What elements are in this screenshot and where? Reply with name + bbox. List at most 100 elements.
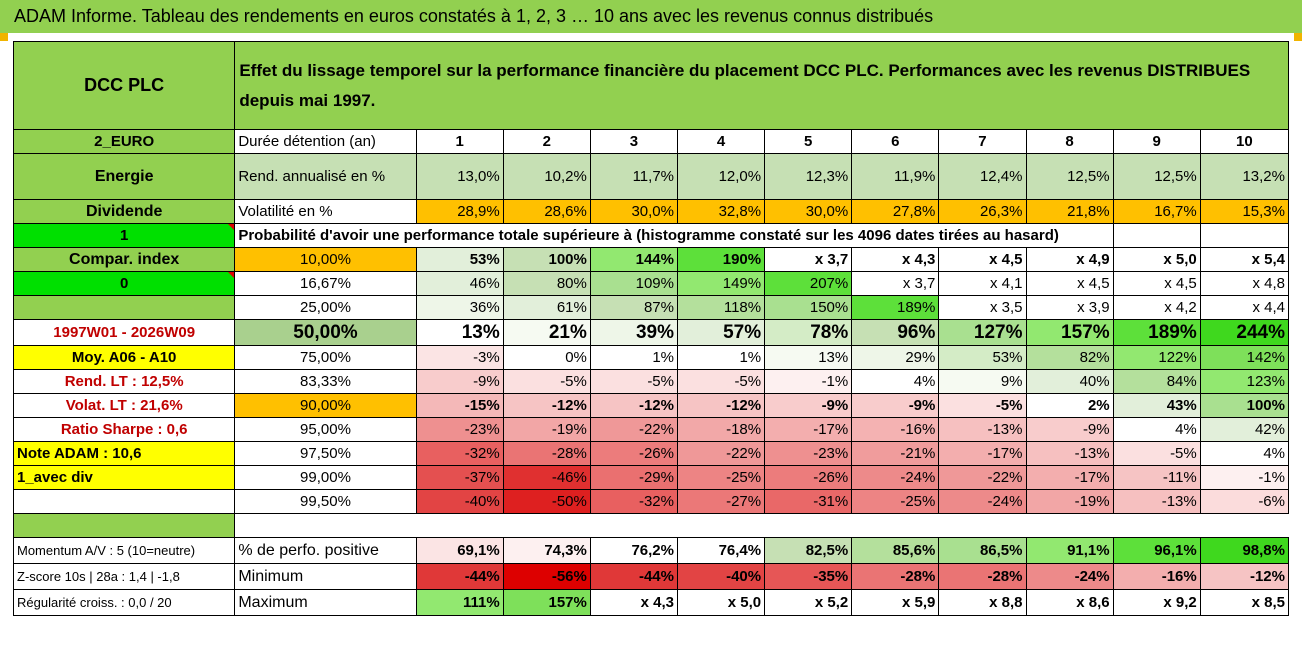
probability-value: -1%	[1199, 465, 1290, 490]
probability-threshold: 83,33%	[234, 369, 417, 394]
minimum-value: -24%	[1025, 563, 1114, 590]
currency-label: 2_EURO	[12, 129, 236, 154]
positive-performance-value: 69,1%	[415, 537, 504, 564]
minimum-value: -40%	[676, 563, 766, 590]
probability-value: 127%	[938, 319, 1027, 346]
probability-value: x 4,5	[938, 247, 1027, 272]
maximum-value: 111%	[415, 589, 504, 616]
probability-value: 157%	[1025, 319, 1114, 346]
minimum-value: -56%	[502, 563, 591, 590]
year-header: 9	[1112, 129, 1201, 154]
compare-index-input[interactable]: 0	[12, 271, 236, 296]
year-header: 2	[502, 129, 591, 154]
separator-gap	[234, 513, 1289, 538]
probability-value: -5%	[589, 369, 679, 394]
probability-value: x 4,9	[1025, 247, 1114, 272]
probability-value: -22%	[676, 441, 766, 466]
probability-value: -6%	[1199, 489, 1290, 514]
probability-value: x 3,7	[851, 271, 940, 296]
annualized-return: 12,5%	[1112, 153, 1201, 200]
minimum-value: -16%	[1112, 563, 1201, 590]
probability-value: 207%	[764, 271, 853, 296]
probability-value: 149%	[676, 271, 766, 296]
long-term-volatility: Volat. LT : 21,6%	[12, 393, 236, 418]
probability-value: -9%	[415, 369, 504, 394]
probability-value: 13%	[415, 319, 504, 346]
dividend-label: Dividende	[12, 199, 236, 224]
annualized-return: 13,0%	[415, 153, 504, 200]
probability-value: -22%	[589, 417, 679, 442]
positive-performance-value: 91,1%	[1025, 537, 1114, 564]
probability-value: x 4,5	[1025, 271, 1114, 296]
performance-table: DCC PLC Effet du lissage temporel sur la…	[12, 41, 1290, 616]
positive-performance-label: % de perfo. positive	[234, 537, 417, 564]
probability-value: -13%	[938, 417, 1027, 442]
title-divider	[0, 33, 1302, 41]
probability-value: x 3,7	[764, 247, 853, 272]
dividend-mode: 1_avec div	[12, 465, 236, 490]
probability-threshold: 25,00%	[234, 295, 417, 320]
minimum-value: -28%	[851, 563, 940, 590]
year-header: 4	[676, 129, 766, 154]
maximum-value: x 9,2	[1112, 589, 1201, 616]
probability-value: -32%	[415, 441, 504, 466]
probability-value: -17%	[764, 417, 853, 442]
probability-value: -19%	[502, 417, 591, 442]
probability-value: 4%	[1199, 441, 1290, 466]
positive-performance-side-label: Momentum A/V : 5 (10=neutre)	[12, 537, 236, 564]
probability-value: -26%	[764, 465, 853, 490]
probability-value: 53%	[415, 247, 504, 272]
probability-value: 39%	[589, 319, 679, 346]
annualized-return: 12,0%	[676, 153, 766, 200]
probability-value: -27%	[676, 489, 766, 514]
corner-marker-right	[1294, 33, 1302, 41]
volatility: 30,0%	[589, 199, 679, 224]
maximum-value: x 8,5	[1199, 589, 1290, 616]
probability-value: -12%	[502, 393, 591, 418]
probability-value: -37%	[415, 465, 504, 490]
volatility: 26,3%	[938, 199, 1027, 224]
probability-value: -32%	[589, 489, 679, 514]
probability-value: 78%	[764, 319, 853, 346]
minimum-value: -12%	[1199, 563, 1290, 590]
probability-value: 123%	[1199, 369, 1290, 394]
year-header: 5	[764, 129, 853, 154]
probability-threshold: 99,00%	[234, 465, 417, 490]
positive-performance-value: 96,1%	[1112, 537, 1201, 564]
maximum-side-label: Régularité croiss. : 0,0 / 20	[12, 589, 236, 616]
probability-threshold: 99,50%	[234, 489, 417, 514]
probability-value: -18%	[676, 417, 766, 442]
probability-value: 0%	[502, 345, 591, 370]
positive-performance-value: 74,3%	[502, 537, 591, 564]
probability-value: 189%	[1112, 319, 1201, 346]
empty-side-cell	[12, 295, 236, 320]
probability-value: 122%	[1112, 345, 1201, 370]
minimum-value: -35%	[764, 563, 853, 590]
empty-side-cell	[12, 489, 236, 514]
annualized-return: 13,2%	[1199, 153, 1290, 200]
probability-value: -46%	[502, 465, 591, 490]
probability-value: 144%	[589, 247, 679, 272]
table-description: Effet du lissage temporel sur la perform…	[234, 41, 1289, 130]
probability-value: 142%	[1199, 345, 1290, 370]
probability-value: -9%	[764, 393, 853, 418]
company-name: DCC PLC	[12, 41, 236, 130]
probability-value: -31%	[764, 489, 853, 514]
probability-threshold: 50,00%	[234, 319, 417, 346]
probability-value: 4%	[1112, 417, 1201, 442]
minimum-value: -28%	[938, 563, 1027, 590]
probability-value: -23%	[415, 417, 504, 442]
probability-threshold: 95,00%	[234, 417, 417, 442]
probability-value: -5%	[502, 369, 591, 394]
probability-value: 13%	[764, 345, 853, 370]
positive-performance-value: 76,2%	[589, 537, 679, 564]
probability-value: -9%	[851, 393, 940, 418]
volatility: 28,6%	[502, 199, 591, 224]
probability-value: -40%	[415, 489, 504, 514]
dividend-flag-input[interactable]: 1	[12, 223, 236, 248]
annualized-return: 12,4%	[938, 153, 1027, 200]
year-header: 3	[589, 129, 679, 154]
probability-value: 96%	[851, 319, 940, 346]
positive-performance-value: 98,8%	[1199, 537, 1290, 564]
probability-value: 53%	[938, 345, 1027, 370]
